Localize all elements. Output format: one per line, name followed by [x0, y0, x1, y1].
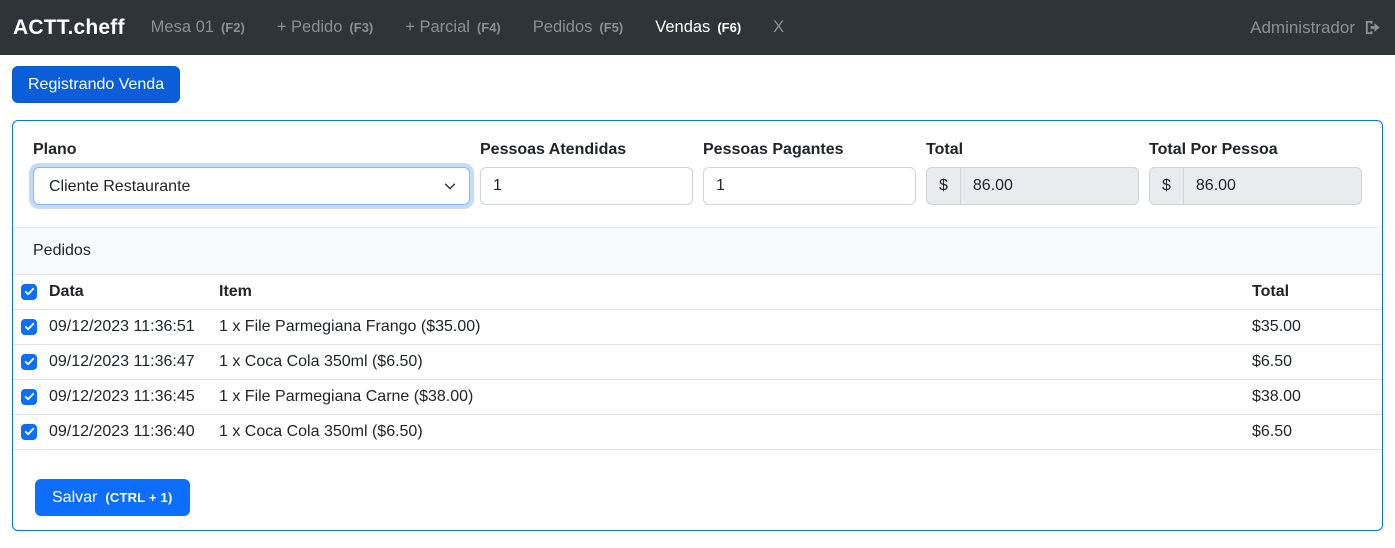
pessoas-pagantes-label: Pessoas Pagantes — [703, 141, 844, 158]
column-header-item: Item — [211, 275, 1244, 310]
field-pessoas-pagantes: Pessoas Pagantes — [703, 141, 916, 205]
field-pessoas-atendidas: Pessoas Atendidas — [480, 141, 693, 205]
navbar: ACTT.cheff Mesa 01 (F2) + Pedido (F3) + Pa… — [0, 0, 1395, 55]
logout-icon[interactable] — [1363, 18, 1382, 37]
pedido-item: 1 x File Parmegiana Frango ($35.00) — [211, 309, 1244, 345]
pedido-total: $6.50 — [1244, 344, 1382, 380]
nav-item-pedidos[interactable]: Pedidos (F5) — [532, 18, 624, 36]
total-label: Total — [926, 141, 964, 158]
total-currency-prefix: $ — [926, 167, 960, 205]
pedido-row: 09/12/2023 11:36:47 1 x Coca Cola 350ml … — [13, 344, 1382, 380]
pedido-total: $38.00 — [1244, 379, 1382, 415]
pedido-data: 09/12/2023 11:36:47 — [41, 344, 211, 380]
total-por-pessoa-label: Total Por Pessoa — [1149, 141, 1278, 158]
plano-select[interactable]: Cliente Restaurante — [33, 167, 470, 205]
nav-item-pedido[interactable]: + Pedido (F3) — [276, 18, 374, 36]
pedidos-header-row: Data Item Total — [13, 275, 1382, 310]
salvar-label: Salvar — [52, 489, 98, 506]
venda-form: Plano Cliente Restaurante Pessoas Atendi… — [13, 121, 1382, 227]
nav-item-x[interactable]: X — [773, 18, 785, 36]
nav-menu: Mesa 01 (F2) + Pedido (F3) + Parcial (F4) P… — [135, 18, 801, 37]
user-name: Administrador — [1250, 17, 1355, 37]
pedido-item: 1 x Coca Cola 350ml ($6.50) — [211, 414, 1244, 450]
pessoas-atendidas-label: Pessoas Atendidas — [480, 141, 627, 158]
row-checkbox[interactable] — [21, 423, 37, 440]
row-checkbox[interactable] — [21, 353, 37, 370]
total-por-pessoa-currency-prefix: $ — [1149, 167, 1183, 205]
pedido-row: 09/12/2023 11:36:51 1 x File Parmegiana … — [13, 309, 1382, 345]
pedido-row: 09/12/2023 11:36:45 1 x File Parmegiana … — [13, 379, 1382, 415]
pedidos-section-title: Pedidos — [33, 242, 91, 259]
nav-item-mesa-01[interactable]: Mesa 01 (F2) — [150, 18, 245, 36]
row-checkbox[interactable] — [21, 318, 37, 335]
column-header-data: Data — [41, 275, 211, 310]
pedidos-table: Data Item Total 09/12/2023 11:36:51 1 x … — [13, 275, 1382, 450]
total-por-pessoa-input — [1182, 167, 1362, 205]
pedido-data: 09/12/2023 11:36:51 — [41, 309, 211, 345]
pedido-total: $35.00 — [1244, 309, 1382, 345]
pessoas-atendidas-input[interactable] — [480, 167, 693, 205]
user-menu[interactable]: Administrador — [1250, 18, 1382, 38]
field-total: Total $ — [926, 141, 1139, 205]
brand[interactable]: ACTT.cheff — [13, 15, 125, 39]
field-plano: Plano Cliente Restaurante — [33, 141, 470, 205]
total-input — [959, 167, 1139, 205]
pedido-row: 09/12/2023 11:36:40 1 x Coca Cola 350ml … — [13, 414, 1382, 450]
pedido-item: 1 x Coca Cola 350ml ($6.50) — [211, 344, 1244, 380]
panel-footer: Salvar (CTRL + 1) — [13, 450, 1382, 530]
venda-panel: Plano Cliente Restaurante Pessoas Atendi… — [12, 120, 1383, 531]
column-header-total: Total — [1244, 275, 1382, 310]
field-total-por-pessoa: Total Por Pessoa $ — [1149, 141, 1362, 205]
pessoas-pagantes-input[interactable] — [703, 167, 916, 205]
pedidos-section-header: Pedidos — [13, 227, 1382, 275]
pedido-total: $6.50 — [1244, 414, 1382, 450]
main-content: Registrando Venda Plano Cliente Restaura… — [0, 55, 1395, 531]
select-all-checkbox[interactable] — [21, 283, 37, 300]
pedido-data: 09/12/2023 11:36:45 — [41, 379, 211, 415]
salvar-button[interactable]: Salvar (CTRL + 1) — [35, 479, 190, 516]
row-checkbox[interactable] — [21, 388, 37, 405]
pedido-item: 1 x File Parmegiana Carne ($38.00) — [211, 379, 1244, 415]
registrando-venda-button[interactable]: Registrando Venda — [12, 66, 181, 103]
plano-label: Plano — [33, 141, 77, 158]
pedido-data: 09/12/2023 11:36:40 — [41, 414, 211, 450]
salvar-shortcut: (CTRL + 1) — [105, 490, 173, 505]
nav-item-vendas[interactable]: Vendas (F6) — [655, 18, 742, 36]
nav-item-parcial[interactable]: + Parcial (F4) — [405, 18, 501, 36]
